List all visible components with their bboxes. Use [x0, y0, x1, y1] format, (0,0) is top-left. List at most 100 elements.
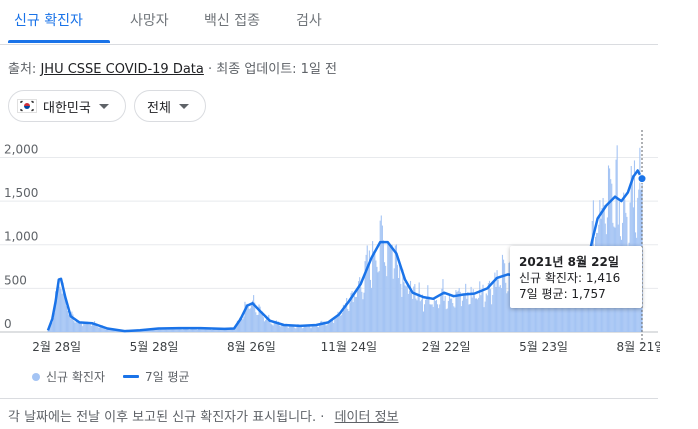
daily-case-bar — [280, 326, 282, 332]
daily-case-bar — [312, 325, 314, 332]
daily-case-bar — [369, 279, 372, 332]
daily-case-bar — [71, 311, 73, 332]
source-link[interactable]: JHU CSSE COVID-19 Data — [40, 62, 204, 77]
daily-case-bar — [112, 329, 114, 332]
daily-case-bar — [151, 329, 153, 332]
daily-case-bar — [218, 329, 220, 332]
daily-case-bar — [96, 323, 98, 332]
daily-case-bar — [157, 328, 159, 332]
daily-case-bar — [434, 300, 436, 332]
daily-case-bar — [88, 324, 90, 332]
daily-case-bar — [294, 327, 296, 332]
daily-case-bar — [228, 328, 230, 332]
x-tick-label: 5월 28일 — [130, 340, 179, 354]
daily-case-bar — [330, 319, 333, 332]
daily-case-bar — [210, 329, 212, 332]
daily-case-bar — [338, 313, 340, 332]
daily-case-bar — [425, 299, 427, 332]
daily-case-bar — [437, 304, 439, 332]
daily-case-bar — [292, 325, 294, 332]
daily-case-bar — [544, 286, 546, 332]
daily-case-bar — [575, 293, 577, 332]
daily-case-bar — [408, 290, 410, 332]
daily-case-bar — [287, 327, 289, 332]
daily-case-bar — [496, 270, 498, 332]
daily-case-bar — [177, 327, 179, 332]
daily-case-bar — [150, 329, 152, 332]
y-tick-label: 1,000 — [4, 230, 38, 244]
country-dropdown[interactable]: 대한민국 — [8, 90, 126, 122]
daily-case-bar — [283, 324, 285, 332]
cases-chart[interactable]: 0 500 1,000 1,500 2,000 2월 28일 5월 28일 8월 26일 11… — [0, 130, 660, 356]
range-dropdown[interactable]: 전체 — [134, 90, 206, 122]
daily-case-bar — [560, 301, 562, 332]
daily-case-bar — [352, 302, 354, 332]
daily-case-bar — [161, 328, 163, 332]
tab-tests[interactable]: 검사 — [296, 13, 322, 29]
tab-vaccinations[interactable]: 백신 접종 — [204, 13, 260, 29]
daily-case-bar — [616, 145, 618, 332]
daily-case-bar — [154, 328, 156, 332]
y-tick-label: 0 — [4, 317, 12, 331]
daily-case-bar — [414, 284, 416, 332]
daily-case-bar — [181, 329, 183, 332]
daily-case-bar — [378, 271, 380, 332]
daily-case-bar — [216, 328, 218, 332]
daily-case-bar — [319, 323, 321, 332]
daily-case-bar — [403, 282, 405, 332]
daily-case-bar — [219, 329, 221, 332]
daily-case-bar — [340, 315, 342, 332]
daily-case-bar — [457, 290, 459, 332]
daily-case-bar — [486, 295, 488, 332]
daily-case-bar — [493, 282, 495, 332]
daily-case-bar — [487, 283, 489, 332]
daily-case-bar — [293, 325, 295, 332]
daily-case-bar — [176, 328, 178, 332]
daily-case-bar — [492, 294, 494, 332]
daily-case-bar — [433, 298, 435, 332]
x-tick-label: 2월 28일 — [32, 340, 81, 354]
caret-down-icon — [178, 103, 189, 109]
footer: 각 날짜에는 전날 이후 보고된 신규 확진자가 표시됩니다. · 데이터 정보 — [8, 406, 399, 425]
daily-case-bar — [474, 298, 476, 332]
daily-case-bar — [60, 288, 62, 332]
daily-case-bar — [398, 277, 400, 332]
daily-case-bar — [462, 295, 465, 332]
daily-case-bar — [75, 321, 77, 332]
daily-case-bar — [109, 328, 111, 332]
daily-case-bar — [354, 297, 356, 332]
daily-case-bar — [559, 294, 561, 332]
daily-case-bar — [61, 293, 63, 332]
daily-case-bar — [89, 324, 91, 332]
daily-case-bar — [83, 323, 85, 332]
daily-case-bar — [385, 265, 387, 332]
daily-case-bar — [288, 326, 290, 332]
daily-case-bar — [76, 322, 78, 332]
daily-case-bar — [447, 300, 449, 332]
daily-case-bar — [222, 329, 224, 332]
source-line: 출처: JHU CSSE COVID-19 Data · 최종 업데이트: 1일… — [8, 58, 337, 77]
daily-case-bar — [464, 295, 466, 332]
tooltip-average: 7일 평균: 1,757 — [519, 287, 606, 301]
source-prefix: 출처: — [8, 62, 37, 77]
daily-case-bar — [165, 328, 167, 332]
tab-new-cases[interactable]: 신규 확진자 — [14, 13, 83, 29]
range-label: 전체 — [147, 100, 171, 116]
daily-case-bar — [47, 330, 49, 332]
daily-case-bar — [310, 328, 312, 332]
daily-case-bar — [208, 327, 210, 332]
daily-case-bar — [404, 285, 406, 332]
data-info-link[interactable]: 데이터 정보 — [334, 410, 399, 425]
daily-case-bar — [211, 329, 214, 332]
daily-case-bar — [392, 278, 394, 332]
daily-case-bar — [285, 323, 287, 332]
daily-case-bar — [439, 304, 441, 332]
chart-y-axis: 0 500 1,000 1,500 2,000 — [4, 142, 38, 331]
daily-case-bar — [217, 328, 219, 332]
daily-case-bar — [256, 314, 258, 332]
daily-case-bar — [97, 326, 99, 332]
daily-case-bar — [467, 291, 469, 332]
daily-case-bar — [541, 293, 544, 332]
tab-deaths[interactable]: 사망자 — [130, 13, 169, 29]
daily-case-bar — [65, 306, 67, 332]
